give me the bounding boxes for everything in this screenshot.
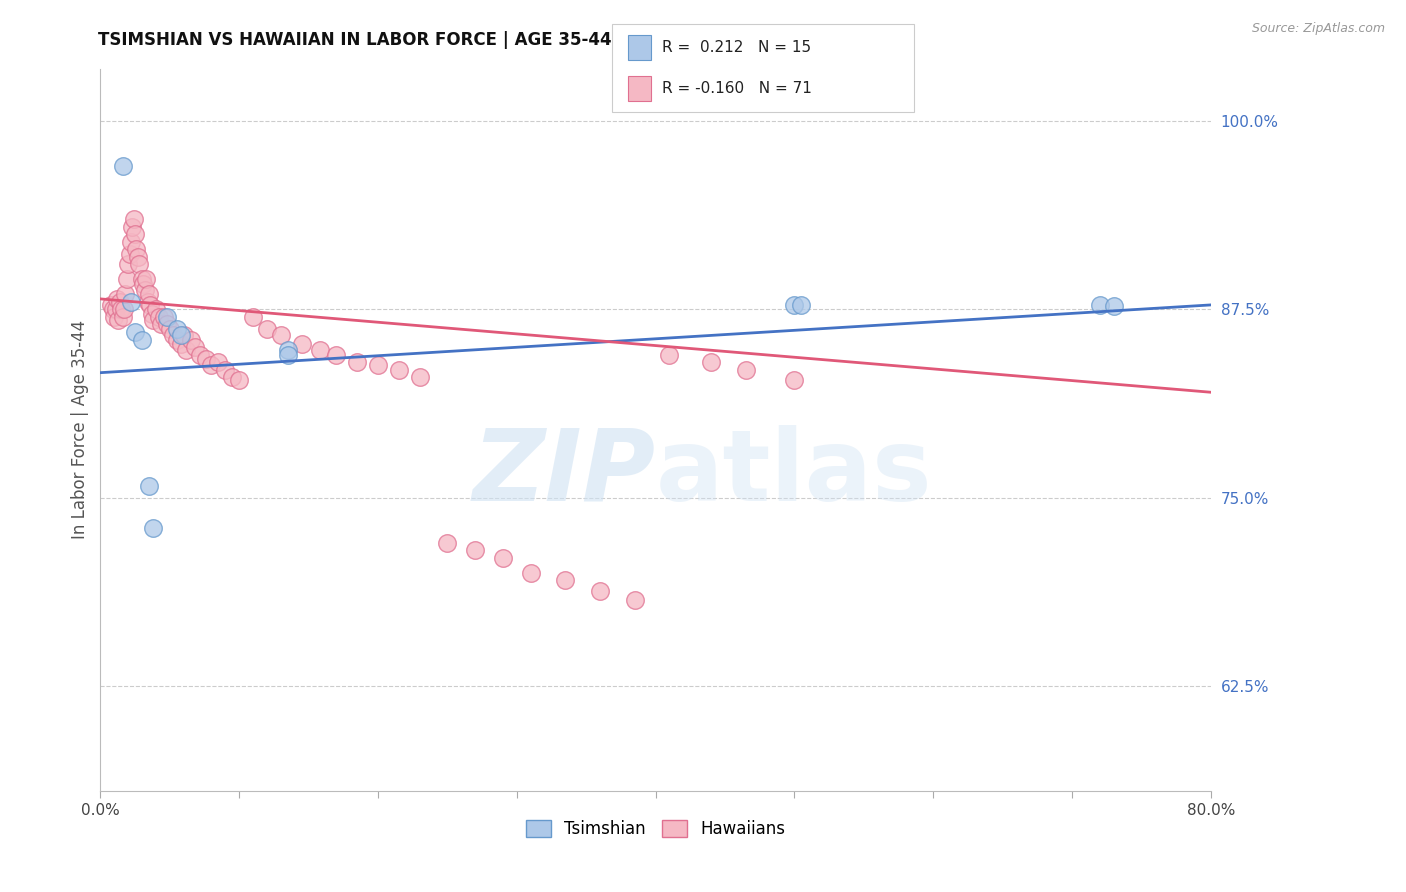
Point	[110, 302, 132, 317]
Point	[188, 348, 211, 362]
Point	[207, 355, 229, 369]
Point	[162, 328, 184, 343]
Point	[101, 302, 124, 317]
Point	[124, 227, 146, 242]
Point	[194, 352, 217, 367]
Point	[100, 298, 122, 312]
Point	[117, 257, 139, 271]
Point	[104, 302, 127, 317]
Point	[124, 325, 146, 339]
Point	[519, 566, 541, 580]
Point	[436, 536, 458, 550]
Point	[156, 310, 179, 324]
Point	[134, 283, 156, 297]
Point	[790, 298, 813, 312]
Point	[112, 302, 135, 317]
Point	[180, 333, 202, 347]
Point	[148, 310, 170, 324]
Point	[127, 250, 149, 264]
Point	[107, 313, 129, 327]
Point	[270, 328, 292, 343]
Point	[141, 307, 163, 321]
Point	[153, 310, 176, 324]
Text: R =  0.212   N = 15: R = 0.212 N = 15	[662, 40, 811, 54]
Point	[346, 355, 368, 369]
Point	[200, 358, 222, 372]
Point	[132, 277, 155, 291]
Point	[734, 362, 756, 376]
Point	[242, 310, 264, 324]
Point	[136, 294, 159, 309]
Point	[221, 370, 243, 384]
Point	[388, 362, 411, 376]
Point	[138, 287, 160, 301]
Point	[464, 543, 486, 558]
Point	[159, 322, 181, 336]
Point	[589, 584, 612, 599]
Point	[554, 574, 576, 588]
Point	[256, 322, 278, 336]
Y-axis label: In Labor Force | Age 35-44: In Labor Force | Age 35-44	[72, 320, 89, 540]
Point	[103, 310, 125, 324]
Point	[184, 340, 207, 354]
Point	[156, 318, 179, 332]
Point	[170, 328, 193, 343]
Point	[139, 298, 162, 312]
Point	[176, 343, 198, 357]
Point	[115, 272, 138, 286]
Point	[170, 337, 193, 351]
Point	[214, 362, 236, 376]
Point	[291, 337, 314, 351]
Point	[138, 478, 160, 492]
Point	[492, 550, 515, 565]
Point	[277, 343, 299, 357]
Point	[135, 272, 157, 286]
Point	[120, 235, 142, 249]
Point	[120, 294, 142, 309]
Point	[1088, 298, 1111, 312]
Point	[118, 246, 141, 260]
Point	[277, 348, 299, 362]
Point	[108, 294, 131, 309]
Point	[111, 160, 134, 174]
Point	[145, 302, 167, 317]
Point	[367, 358, 389, 372]
Point	[131, 272, 153, 286]
Point	[111, 310, 134, 324]
Point	[783, 373, 806, 387]
Point	[325, 348, 347, 362]
Point	[408, 370, 430, 384]
Point	[142, 521, 165, 535]
Point	[308, 343, 330, 357]
Point	[131, 333, 153, 347]
Point	[121, 219, 143, 234]
Point	[142, 313, 165, 327]
Point	[128, 257, 150, 271]
Text: Source: ZipAtlas.com: Source: ZipAtlas.com	[1251, 22, 1385, 36]
Text: atlas: atlas	[655, 425, 932, 522]
Point	[173, 328, 195, 343]
Point	[166, 322, 188, 336]
Point	[700, 355, 723, 369]
Legend: Tsimshian, Hawaiians: Tsimshian, Hawaiians	[519, 813, 792, 845]
Text: R = -0.160   N = 71: R = -0.160 N = 71	[662, 81, 813, 95]
Point	[122, 212, 145, 227]
Point	[150, 318, 173, 332]
Point	[114, 287, 136, 301]
Text: TSIMSHIAN VS HAWAIIAN IN LABOR FORCE | AGE 35-44 CORRELATION CHART: TSIMSHIAN VS HAWAIIAN IN LABOR FORCE | A…	[98, 31, 817, 49]
Point	[228, 373, 250, 387]
Text: ZIP: ZIP	[472, 425, 655, 522]
Point	[125, 242, 148, 256]
Point	[783, 298, 806, 312]
Point	[1102, 300, 1125, 314]
Point	[105, 292, 128, 306]
Point	[623, 593, 645, 607]
Point	[658, 348, 681, 362]
Point	[166, 333, 188, 347]
